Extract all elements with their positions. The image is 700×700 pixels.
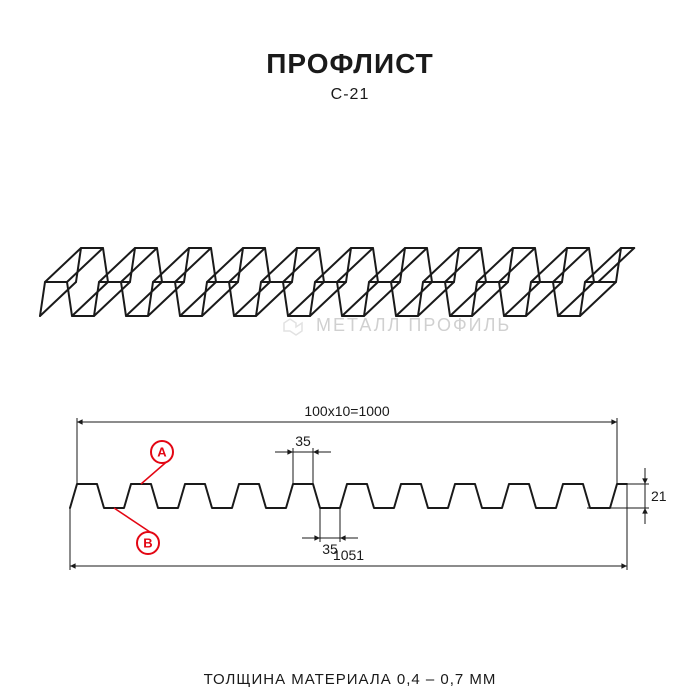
svg-text:35: 35 (322, 541, 338, 557)
svg-text:21: 21 (651, 488, 667, 504)
watermark-text: МЕТАЛЛ ПРОФИЛЬ (316, 315, 511, 336)
watermark-logo-icon (280, 313, 308, 337)
page-subtitle: С-21 (0, 86, 700, 104)
page: ПРОФЛИСТ С-21 МЕТАЛЛ ПРОФИЛЬ 100х10=1000… (0, 48, 700, 700)
svg-text:B: B (143, 536, 152, 551)
svg-text:100х10=1000: 100х10=1000 (304, 403, 389, 419)
svg-text:A: A (157, 445, 167, 460)
page-title: ПРОФЛИСТ (0, 48, 700, 80)
watermark: МЕТАЛЛ ПРОФИЛЬ (280, 313, 511, 337)
cross-section-svg: 100х10=10001051353521AB (30, 398, 670, 588)
svg-text:35: 35 (295, 433, 311, 449)
thickness-note: ТОЛЩИНА МАТЕРИАЛА 0,4 – 0,7 ММ (0, 671, 700, 688)
cross-section-view: 100х10=10001051353521AB (30, 398, 670, 588)
